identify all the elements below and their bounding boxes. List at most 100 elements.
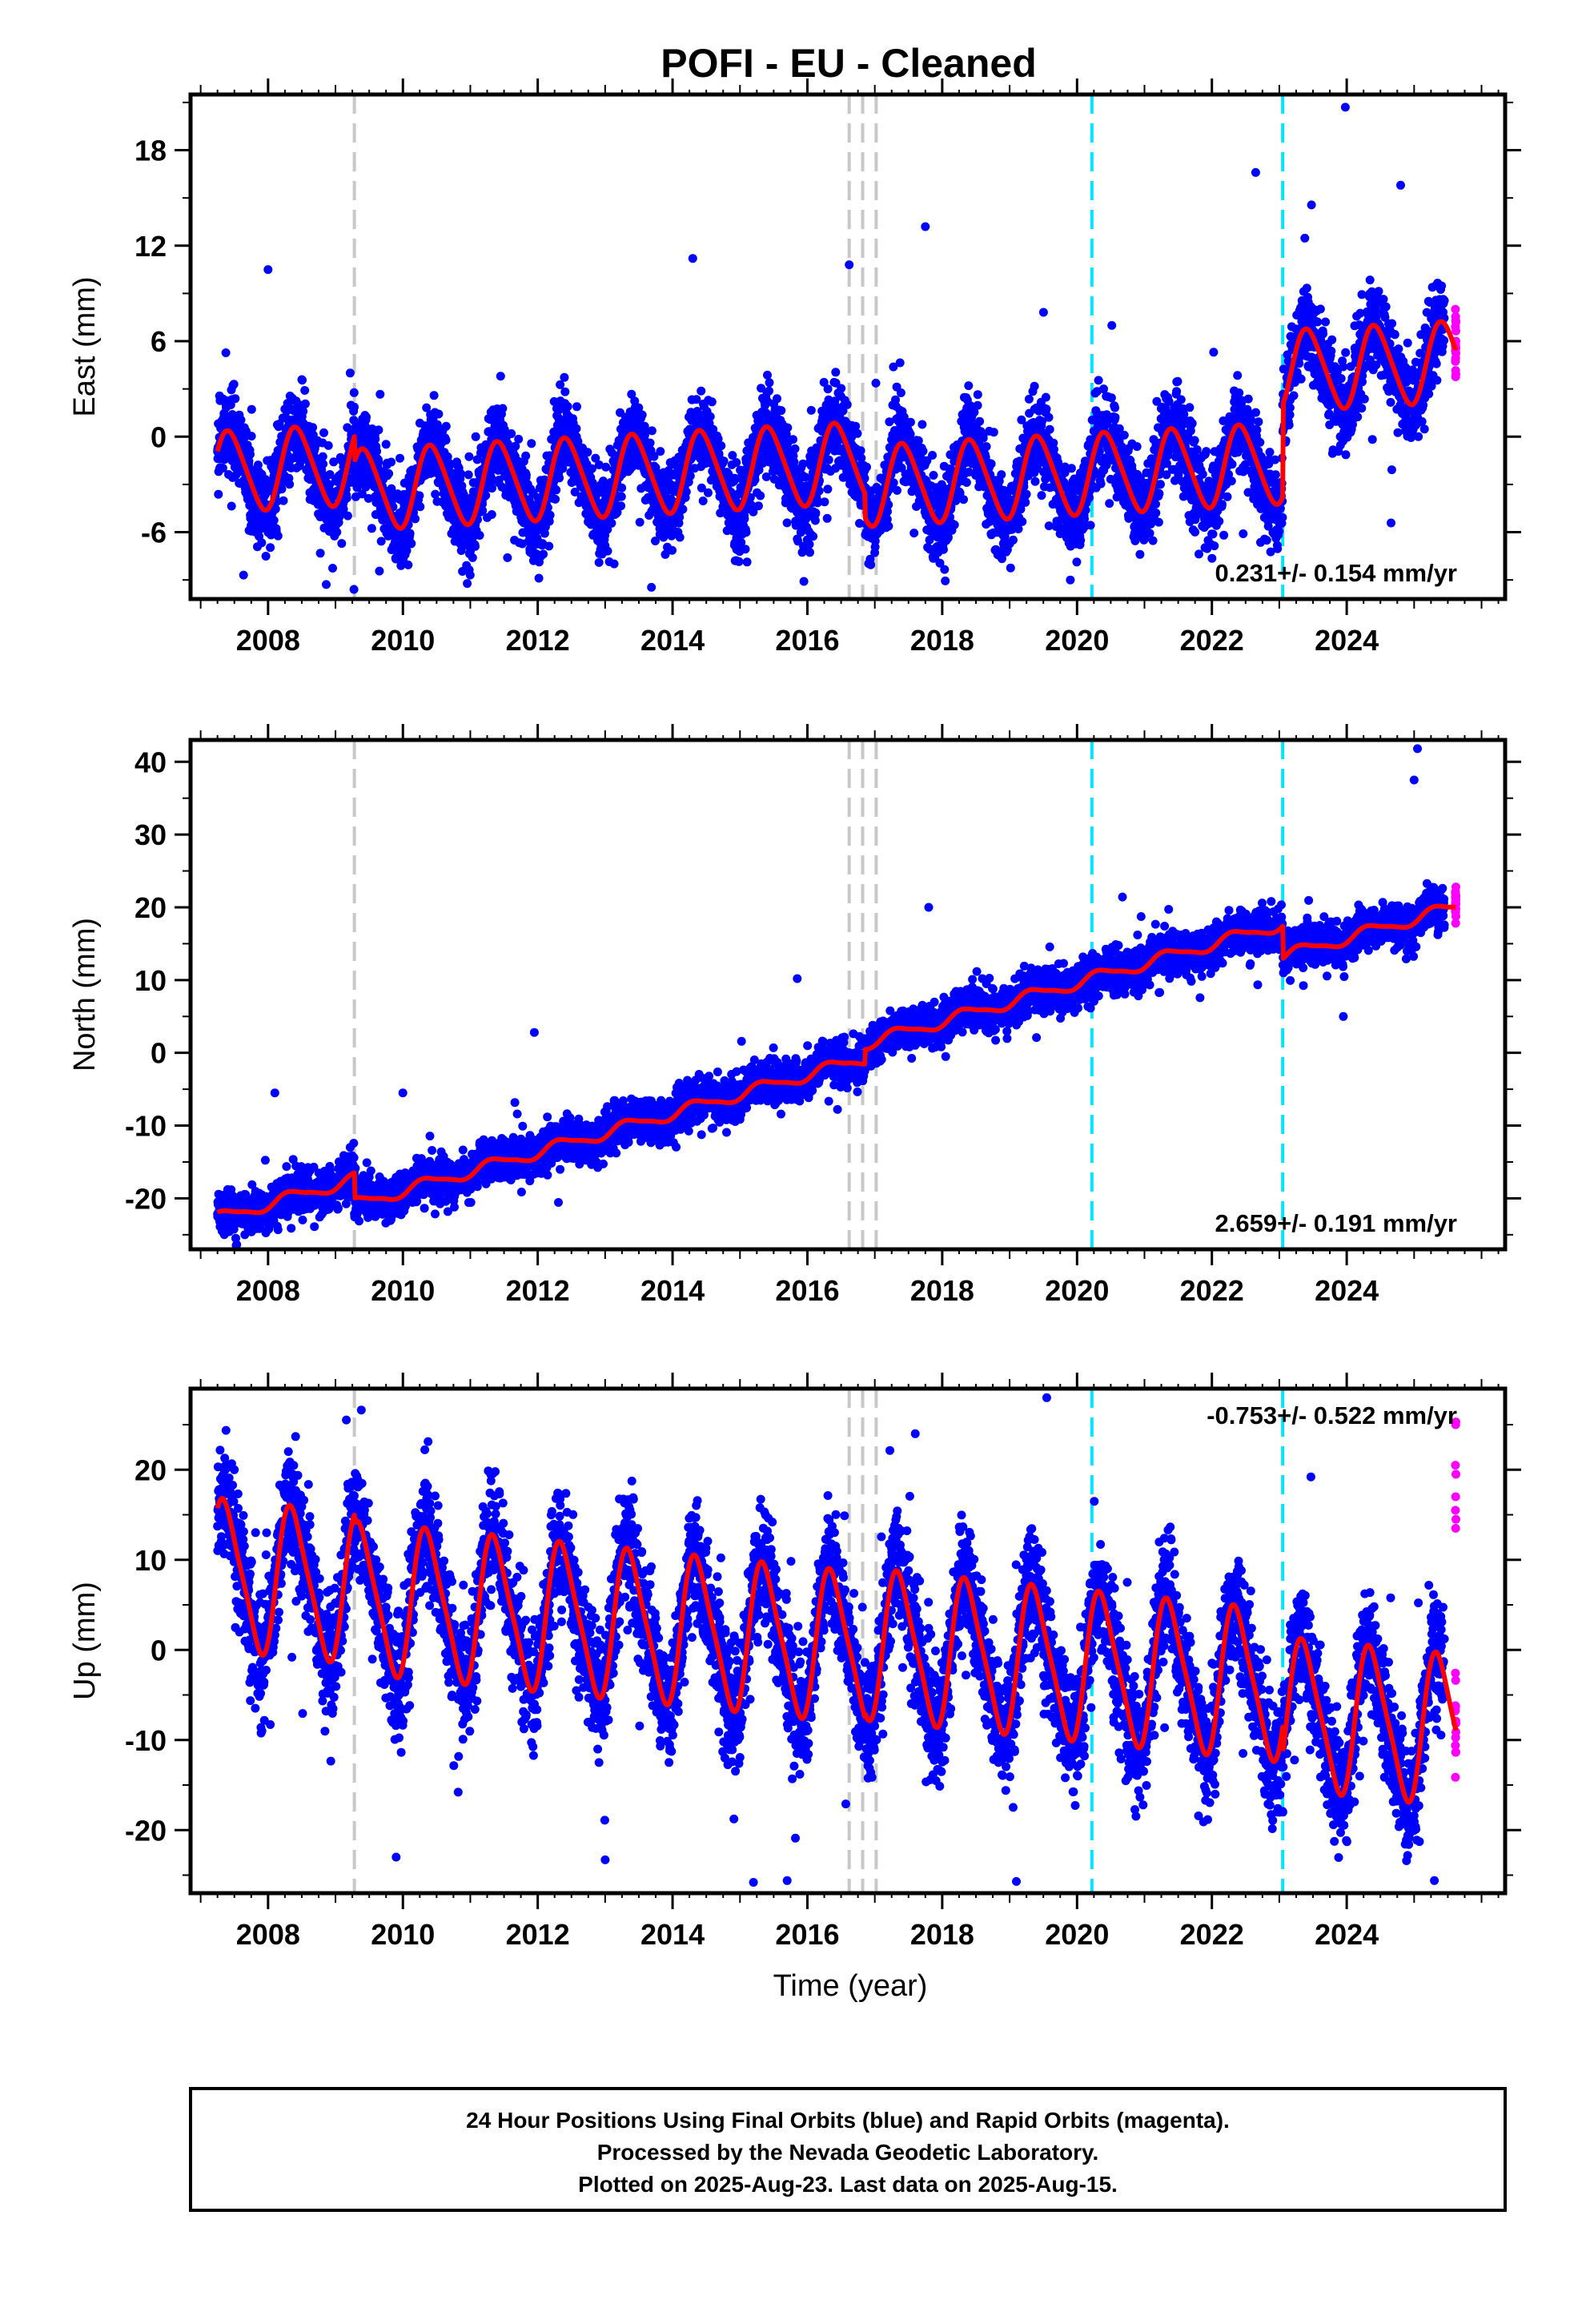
final-point [959,495,968,505]
final-point [986,459,996,468]
final-point [1006,563,1015,573]
final-point [563,402,572,412]
final-point [782,518,792,528]
final-point [488,484,496,493]
final-point [820,497,829,507]
final-point [416,502,425,512]
final-point [244,456,254,466]
final-point [809,532,818,541]
final-point [376,537,386,546]
final-point [460,497,469,506]
final-point [299,407,308,416]
final-point [560,387,570,396]
final-point [601,462,611,472]
final-point [551,494,560,504]
final-point [862,462,871,472]
final-point [555,473,564,483]
final-point [465,570,475,580]
final-point [1106,393,1116,403]
final-point [893,485,901,495]
final-point [587,464,596,473]
final-point [572,424,581,433]
final-point [761,472,771,481]
final-point [863,633,872,642]
final-point [415,491,424,501]
final-point [375,389,385,399]
final-point [1042,404,1051,414]
final-point [599,476,608,486]
final-point [950,520,959,529]
final-point [507,429,516,438]
final-point [271,505,280,514]
final-point [349,388,359,397]
final-point [459,490,468,499]
plot-area [213,94,1460,642]
final-point [487,510,496,519]
final-point [734,557,744,566]
final-point [871,378,881,388]
final-point [573,437,583,446]
figure-title: POFI - EU - Cleaned [661,41,1037,86]
final-point [1024,394,1034,404]
final-point [257,538,267,548]
final-point [300,386,310,395]
final-point [806,405,816,415]
final-point [339,505,348,514]
final-point [308,423,318,432]
final-point [337,539,347,549]
final-point [1044,412,1054,422]
final-point [1045,424,1054,434]
final-point [545,510,555,520]
final-point [895,358,905,368]
final-point [534,573,544,583]
final-point [822,513,832,523]
final-point [231,394,240,404]
final-point [790,444,800,453]
final-point [343,511,352,521]
final-point [319,428,328,437]
final-point [973,400,982,410]
final-point [647,426,656,436]
final-point [214,489,223,499]
final-point [279,496,288,505]
final-point [434,409,444,419]
final-point [556,380,565,389]
final-point [616,492,626,501]
final-point [1066,464,1076,473]
final-point [1038,308,1048,317]
final-point [552,485,561,495]
final-point [675,533,685,542]
final-point [1094,376,1103,385]
final-point [982,442,991,452]
final-point [315,549,325,558]
final-point [218,464,227,472]
final-point [1037,491,1046,501]
final-point [1105,499,1114,509]
final-point [609,559,619,569]
final-point [668,545,677,555]
final-point [962,478,971,487]
final-point [884,521,893,531]
final-point [765,378,774,388]
final-point [730,473,740,483]
final-point [1135,549,1145,559]
final-point [789,435,797,444]
final-point [1072,557,1082,567]
final-point [1050,444,1058,454]
final-point [253,460,263,470]
final-point [471,541,480,551]
final-point [1110,412,1120,422]
final-point [246,449,255,459]
final-point [402,546,412,556]
final-point [322,580,331,589]
final-point [837,384,846,393]
final-point [475,531,484,540]
final-point [325,470,335,479]
final-point [387,457,396,467]
final-point [363,493,373,503]
final-point [570,487,580,497]
final-point [591,453,600,463]
final-point [396,453,404,463]
final-point [929,471,938,480]
final-point [1172,387,1182,396]
